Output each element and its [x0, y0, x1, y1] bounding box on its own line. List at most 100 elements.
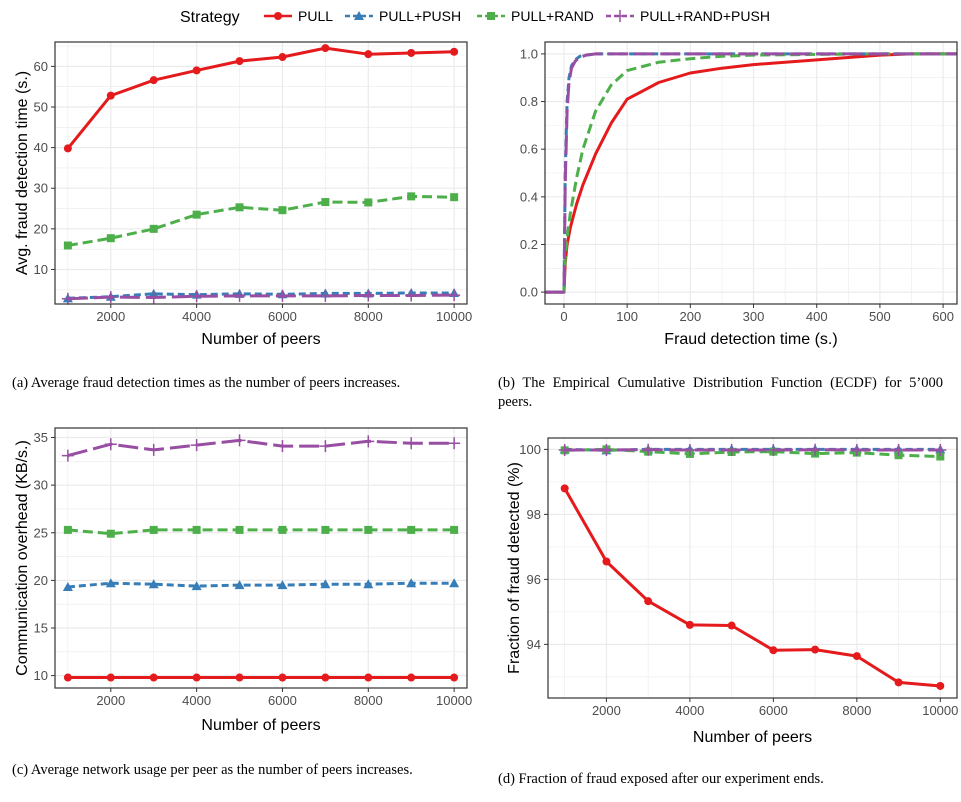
data-point-pull-rand-push [233, 289, 246, 302]
y-tick-label: 98 [527, 507, 541, 522]
data-point-pull [106, 673, 115, 682]
data-point-pull [602, 557, 611, 566]
y-tick-label: 15 [34, 621, 48, 636]
panel-d-fraction-detected: 2000 4000 6000 8000 10000 94 96 98 100 Number of … [506, 437, 958, 746]
plot-frame [54, 427, 468, 689]
data-point-pull-rand [450, 525, 459, 534]
data-point-pull-rand-push [809, 443, 822, 456]
data-point-pull [560, 484, 569, 493]
y-tick-label: 30 [34, 478, 48, 493]
y-tick-label: 0.4 [520, 189, 538, 204]
data-point-pull-rand-push [405, 437, 418, 450]
x-tick-label: 8000 [354, 693, 383, 708]
series-line-pull [66, 46, 455, 150]
data-point-pull-push [148, 579, 159, 589]
plot-frame [54, 41, 468, 305]
plot-frame [544, 41, 958, 305]
data-point-pull-rand [407, 525, 416, 534]
data-point-pull [936, 681, 945, 690]
x-axis-label: Fraud detection time (s.) [664, 331, 837, 348]
y-axis-label: Fraction of fraud detected (%) [506, 462, 523, 674]
data-point-pull-rand-push [892, 444, 905, 457]
series-line-pull [563, 487, 941, 688]
x-tick-label: 600 [932, 309, 954, 324]
data-point-pull-rand [450, 193, 459, 202]
x-tick-label: 100 [616, 309, 638, 324]
data-point-pull-rand-push [850, 444, 863, 457]
data-point-pull-rand [278, 206, 287, 215]
data-point-pull [278, 53, 287, 62]
x-tick-label: 2000 [96, 309, 125, 324]
caption-b: (b) The Empirical Cumulative Distributio… [498, 375, 943, 410]
legend: Strategy PULL PULL+PUSH PULL+RAND PULL+RAND… [180, 8, 770, 26]
data-point-pull-push [449, 578, 460, 588]
data-point-pull-rand-push [233, 434, 246, 447]
caption-c: (c) Average network usage per peer as th… [12, 762, 413, 778]
x-tick-label: 2000 [592, 703, 621, 718]
y-tick-label: 60 [34, 59, 48, 74]
y-tick-label: 0.2 [520, 237, 538, 252]
data-point-pull-rand [63, 525, 72, 534]
panel-c-communication-overhead: 2000 4000 6000 8000 10000 10 15 20 25 30 35 Number … [14, 427, 472, 734]
data-point-pull-push [105, 578, 116, 588]
x-tick-label: 200 [679, 309, 701, 324]
data-point-pull [192, 66, 201, 75]
data-point-pull [685, 620, 694, 629]
y-tick-label: 1.0 [520, 46, 538, 61]
data-point-pull-rand-push [600, 444, 613, 457]
y-tick-label: 25 [34, 525, 48, 540]
data-point-pull-rand-push [934, 444, 947, 457]
data-point-pull [407, 673, 416, 682]
y-tick-label: 10 [34, 668, 48, 683]
caption-d: (d) Fraction of fraud exposed after our … [498, 771, 824, 787]
data-point-pull-push [277, 580, 288, 590]
series-line-pull-rand [67, 194, 455, 247]
data-point-pull-rand [235, 203, 244, 212]
data-point-pull-rand-push [767, 444, 780, 457]
data-point-pull [321, 44, 330, 53]
x-axis-label: Number of peers [693, 729, 812, 746]
data-point-pull-rand [278, 525, 287, 534]
data-point-pull-rand-push [558, 444, 571, 457]
y-tick-label: 10 [34, 262, 48, 277]
data-point-pull [235, 673, 244, 682]
data-point-pull [407, 48, 416, 57]
data-point-pull-rand-push [190, 290, 203, 303]
x-tick-label: 400 [806, 309, 828, 324]
y-tick-label: 30 [34, 181, 48, 196]
y-tick-label: 100 [519, 442, 541, 457]
x-tick-label: 4000 [182, 693, 211, 708]
data-point-pull-rand-push [276, 289, 289, 302]
data-point-pull-rand-push [190, 439, 203, 452]
plot-frame [547, 437, 958, 699]
data-point-pull-rand-push [405, 289, 418, 302]
data-point-pull [106, 91, 115, 100]
y-axis-label: Avg. fraud detection time (s.) [14, 71, 31, 275]
data-point-pull-rand [936, 452, 945, 461]
x-tick-label: 6000 [268, 693, 297, 708]
series-line-pull-rand-push [67, 438, 455, 458]
data-point-pull-rand [235, 525, 244, 534]
data-point-pull-push [62, 582, 73, 592]
data-point-pull-rand [106, 529, 115, 538]
y-tick-label: 0.6 [520, 142, 538, 157]
data-point-pull-rand [364, 525, 373, 534]
data-point-pull-rand-push [61, 292, 74, 305]
y-axis-label: Communication overhead (KB/s.) [14, 440, 31, 676]
x-tick-label: 10000 [436, 309, 472, 324]
data-point-pull [644, 597, 653, 606]
data-point-pull-rand [364, 198, 373, 207]
series-line-pull-rand-push [67, 293, 455, 301]
series-line-pull-rand [545, 52, 957, 294]
panel-a-avg-detection-time: 2000 4000 6000 8000 10000 10 20 30 40 50 60 Number … [14, 41, 472, 348]
data-point-pull [364, 673, 373, 682]
y-tick-label: 40 [34, 140, 48, 155]
caption-a: (a) Average fraud detection times as the… [12, 375, 401, 391]
data-point-pull-rand [149, 224, 158, 233]
data-point-pull-rand-push [362, 435, 375, 448]
data-point-pull-rand-push [147, 291, 160, 304]
data-point-pull-rand-push [147, 443, 160, 456]
x-axis-label: Number of peers [201, 717, 320, 734]
legend-label: PULL [298, 8, 333, 24]
